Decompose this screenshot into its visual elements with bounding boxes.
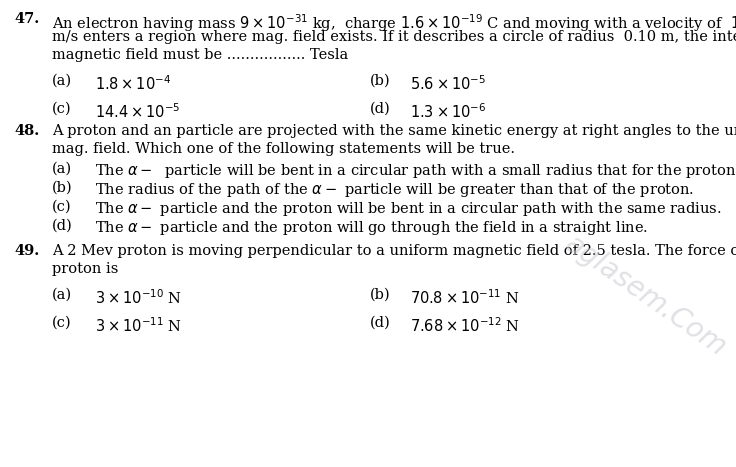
Text: $1.3 \times 10^{-6}$: $1.3 \times 10^{-6}$ bbox=[410, 102, 486, 120]
Text: mag. field. Which one of the following statements will be true.: mag. field. Which one of the following s… bbox=[52, 142, 515, 156]
Text: (b): (b) bbox=[370, 74, 391, 88]
Text: $5.6 \times 10^{-5}$: $5.6 \times 10^{-5}$ bbox=[410, 74, 486, 93]
Text: (c): (c) bbox=[52, 102, 71, 116]
Text: m/s enters a region where mag. field exists. If it describes a circle of radius : m/s enters a region where mag. field exi… bbox=[52, 30, 736, 44]
Text: The $\alpha -$ particle and the proton will go through the field in a straight l: The $\alpha -$ particle and the proton w… bbox=[95, 219, 648, 237]
Text: The radius of the path of the $\alpha -$ particle will be greater than that of t: The radius of the path of the $\alpha -$… bbox=[95, 181, 694, 199]
Text: (a): (a) bbox=[52, 162, 72, 176]
Text: $1.8 \times 10^{-4}$: $1.8 \times 10^{-4}$ bbox=[95, 74, 171, 93]
Text: (d): (d) bbox=[370, 102, 391, 116]
Text: An electron having mass $9 \times 10^{-31}$ kg,  charge $1.6 \times 10^{-19}$ C : An electron having mass $9 \times 10^{-3… bbox=[52, 12, 736, 34]
Text: proton is: proton is bbox=[52, 262, 118, 276]
Text: The $\alpha -$  particle will be bent in a circular path with a small radius tha: The $\alpha -$ particle will be bent in … bbox=[95, 162, 736, 180]
Text: A 2 Mev proton is moving perpendicular to a uniform magnetic field of 2.5 tesla.: A 2 Mev proton is moving perpendicular t… bbox=[52, 244, 736, 258]
Text: (c): (c) bbox=[52, 200, 71, 214]
Text: $70.8 \times 10^{-11}$ N: $70.8 \times 10^{-11}$ N bbox=[410, 288, 520, 307]
Text: magnetic field must be ................. Tesla: magnetic field must be .................… bbox=[52, 48, 348, 62]
Text: $7.68 \times 10^{-12}$ N: $7.68 \times 10^{-12}$ N bbox=[410, 316, 520, 335]
Text: The $\alpha -$ particle and the proton will be bent in a circular path with the : The $\alpha -$ particle and the proton w… bbox=[95, 200, 722, 218]
Text: (b): (b) bbox=[52, 181, 73, 195]
Text: (a): (a) bbox=[52, 74, 72, 88]
Text: (c): (c) bbox=[52, 316, 71, 330]
Text: 48.: 48. bbox=[14, 124, 39, 138]
Text: $3 \times 10^{-10}$ N: $3 \times 10^{-10}$ N bbox=[95, 288, 182, 307]
Text: $14.4 \times 10^{-5}$: $14.4 \times 10^{-5}$ bbox=[95, 102, 180, 120]
Text: 49.: 49. bbox=[14, 244, 39, 258]
Text: (b): (b) bbox=[370, 288, 391, 302]
Text: 47.: 47. bbox=[14, 12, 39, 26]
Text: (d): (d) bbox=[370, 316, 391, 330]
Text: (d): (d) bbox=[52, 219, 73, 233]
Text: $3 \times 10^{-11}$ N: $3 \times 10^{-11}$ N bbox=[95, 316, 182, 335]
Text: (a): (a) bbox=[52, 288, 72, 302]
Text: aglasem.Com: aglasem.Com bbox=[560, 230, 732, 362]
Text: A proton and an particle are projected with the same kinetic energy at right ang: A proton and an particle are projected w… bbox=[52, 124, 736, 138]
